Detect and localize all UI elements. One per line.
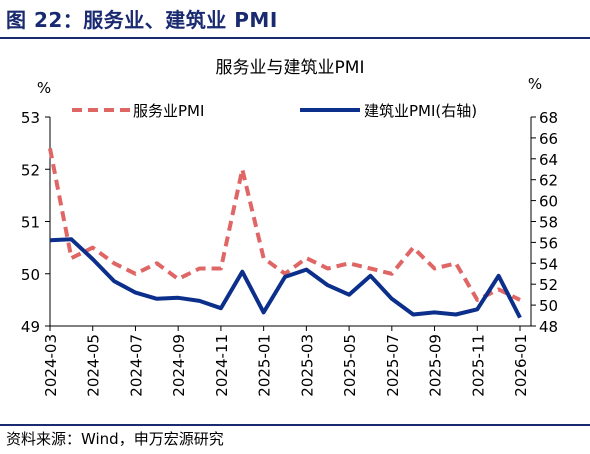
legend: 服务业PMI 建筑业PMI(右轴) [72,102,477,120]
left-tick-label: 52 [21,161,40,179]
title-rule [0,37,590,39]
x-tick-label: 2024-09 [170,334,188,397]
x-tick-label: 2024-11 [213,334,231,397]
x-tick-label: 2026-01 [512,334,530,397]
right-tick-label: 48 [539,318,558,336]
right-axis-ticks: 48 50 52 54 56 58 60 62 64 66 68 [531,109,558,336]
right-tick-label: 56 [539,234,558,252]
right-tick-label: 68 [539,109,558,127]
x-axis-ticks: 2024-03 2024-05 2024-07 2024-09 2024-11 2025-… [42,326,530,397]
right-tick-label: 66 [539,130,558,148]
left-axis-ticks: 49 50 51 52 53 [21,109,50,336]
x-tick-label: 2024-07 [127,334,145,397]
left-tick-label: 51 [21,214,40,232]
legend-construction-label: 建筑业PMI(右轴) [364,102,477,120]
source-rule [0,424,590,426]
figure-title: 图 22：服务业、建筑业 PMI [6,8,278,32]
left-tick-label: 49 [21,318,40,336]
x-tick-label: 2025-05 [341,334,359,397]
left-unit-label: % [37,79,51,97]
right-tick-label: 60 [539,193,558,211]
x-tick-label: 2024-05 [85,334,103,397]
plot-area: 49 50 51 52 53 48 50 52 54 56 58 60 62 64 66 68 2024-0… [21,109,558,397]
source-note: 资料来源：Wind，申万宏源研究 [6,430,224,448]
x-tick-label: 2025-09 [427,334,445,397]
pmi-chart: 服务业与建筑业PMI % % 服务业PMI 建筑业PMI(右轴) 49 50 51 5… [21,58,558,397]
left-tick-label: 50 [21,266,40,284]
x-tick-label: 2025-01 [256,334,274,397]
services-pmi-line [48,148,521,302]
right-tick-label: 62 [539,172,558,190]
x-tick-label: 2024-03 [42,334,60,397]
x-tick-label: 2025-11 [469,334,487,397]
right-unit-label: % [528,75,542,93]
chart-title: 服务业与建筑业PMI [216,58,365,78]
right-tick-label: 52 [539,276,558,294]
left-tick-label: 53 [21,109,40,127]
x-tick-label: 2025-07 [384,334,402,397]
x-tick-label: 2025-03 [298,334,316,397]
right-tick-label: 54 [539,255,558,273]
legend-services-label: 服务业PMI [133,102,204,120]
right-tick-label: 64 [539,151,558,169]
right-tick-label: 50 [539,297,558,315]
construction-pmi-line [49,237,522,319]
right-tick-label: 58 [539,214,558,232]
